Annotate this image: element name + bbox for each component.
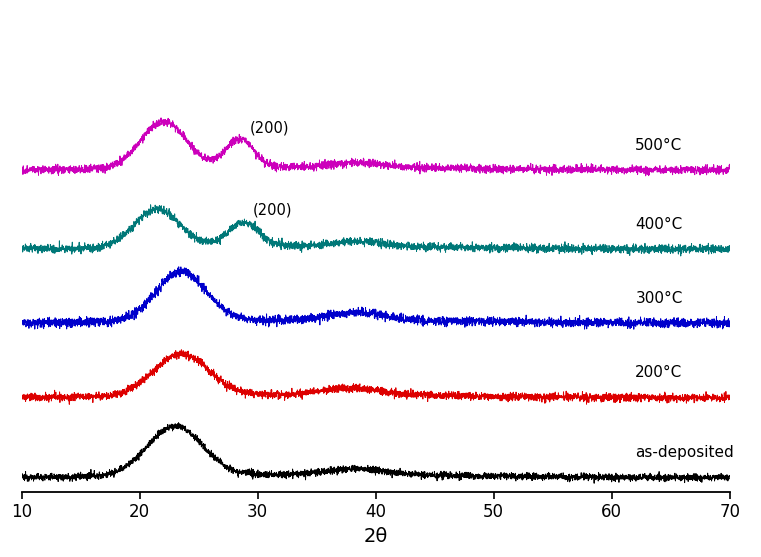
Text: 500°C: 500°C (635, 138, 683, 153)
Text: (200): (200) (253, 202, 292, 217)
X-axis label: 2θ: 2θ (364, 527, 388, 546)
Text: (200): (200) (250, 120, 289, 135)
Text: 200°C: 200°C (635, 365, 683, 380)
Text: 400°C: 400°C (635, 217, 683, 232)
Text: 300°C: 300°C (635, 291, 683, 306)
Text: as-deposited: as-deposited (635, 445, 734, 460)
